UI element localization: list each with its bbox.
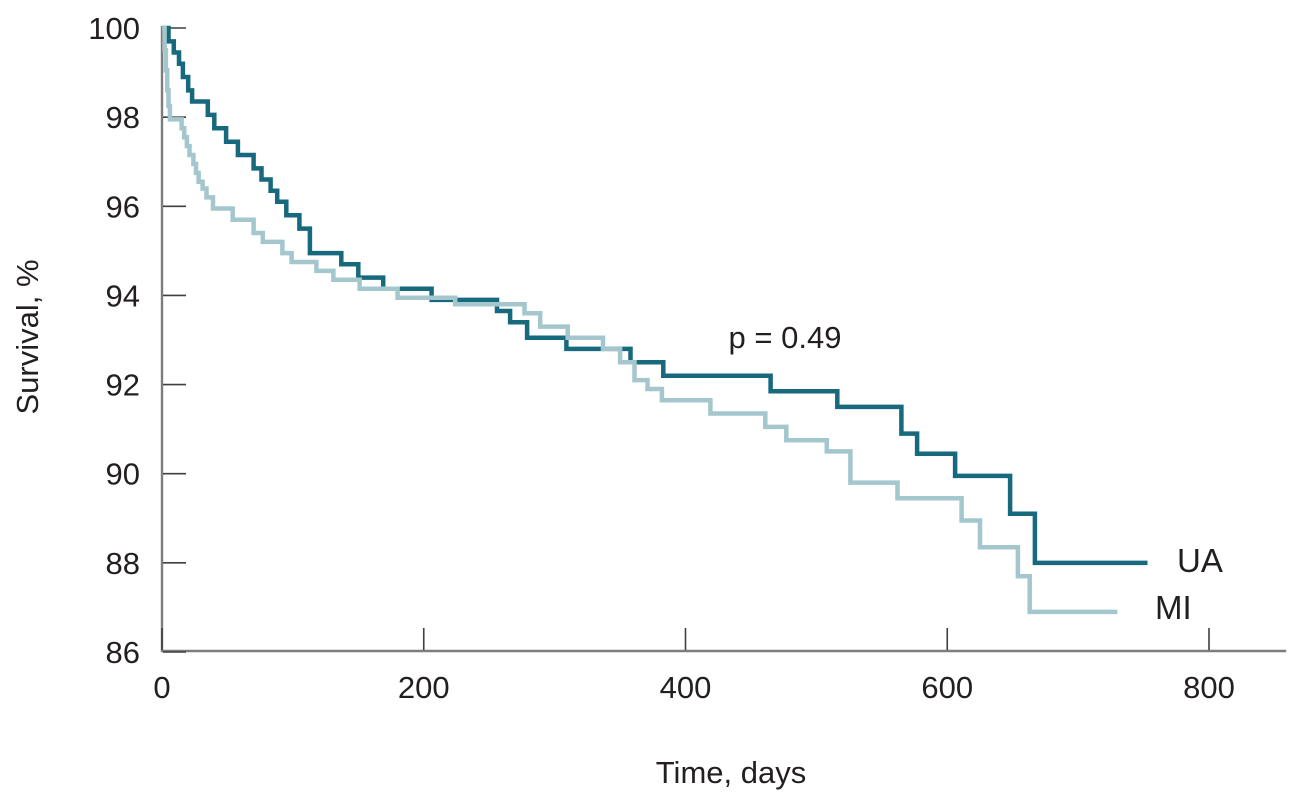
p-value-annotation: p = 0.49	[729, 320, 842, 355]
x-tick-label: 0	[153, 670, 170, 705]
y-tick-label: 88	[106, 546, 140, 581]
y-tick-label: 100	[88, 11, 140, 46]
series-mi-curve	[162, 25, 1118, 615]
series-label-mi: MI	[1155, 589, 1192, 626]
y-tick-label: 96	[106, 189, 140, 224]
series-ua-curve	[162, 25, 1148, 566]
x-tick-label: 200	[398, 670, 450, 705]
y-tick-label: 94	[106, 278, 140, 313]
series-label-ua: UA	[1177, 542, 1223, 579]
y-axis-title: Survival, %	[10, 259, 45, 414]
y-tick-label: 90	[106, 457, 140, 492]
y-tick-label: 86	[106, 635, 140, 670]
y-tick-label: 98	[106, 100, 140, 135]
x-tick-label: 800	[1183, 670, 1235, 705]
x-axis-title: Time, days	[656, 755, 806, 790]
axes	[160, 26, 1287, 653]
x-tick-label: 400	[660, 670, 712, 705]
y-tick-label: 92	[106, 368, 140, 403]
x-tick-label: 600	[921, 670, 973, 705]
